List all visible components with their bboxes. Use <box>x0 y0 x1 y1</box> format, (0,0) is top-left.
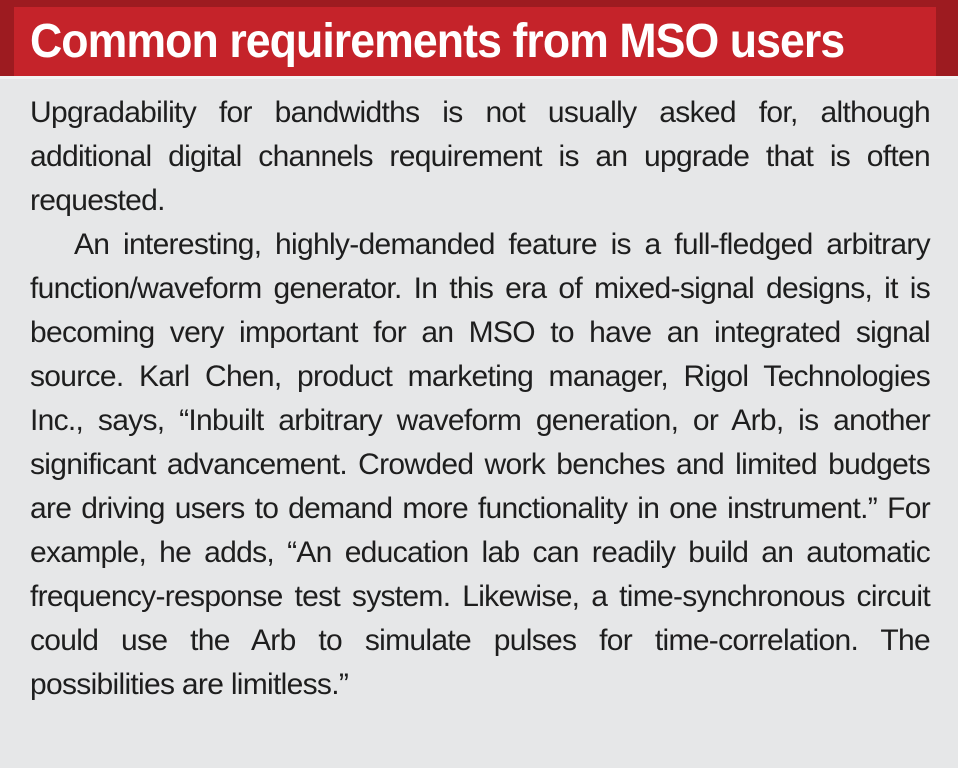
page-title: Common requirements from MSO users <box>30 15 845 68</box>
body-text: Upgradability for bandwidths is not usua… <box>0 79 958 768</box>
paragraph-arb-generator: An interesting, highly-demanded feature … <box>30 228 931 701</box>
header-band: Common requirements from MSO users <box>0 0 958 79</box>
paragraph-upgradability: Upgradability for bandwidths is not usua… <box>30 96 931 217</box>
header-bar: Common requirements from MSO users <box>14 7 936 76</box>
